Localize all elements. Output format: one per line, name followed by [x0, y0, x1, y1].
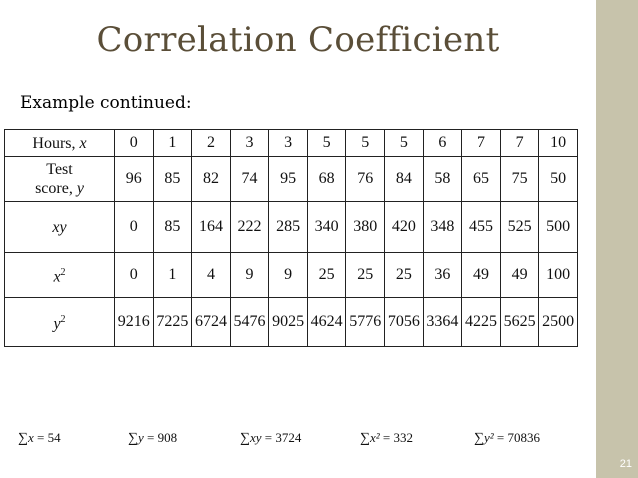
table-cell: 348: [422, 201, 463, 253]
table-cell: 5: [306, 129, 347, 157]
sum-label: y: [137, 430, 144, 445]
sigma-icon: ∑: [360, 431, 370, 446]
sum-item: ∑x² = 332: [360, 430, 413, 447]
table-cell: 4225: [461, 297, 501, 347]
table-cell: 380: [345, 201, 386, 253]
slide-subtitle: Example continued:: [20, 93, 192, 113]
table-cell: 1: [152, 252, 193, 298]
row-header: y2: [4, 297, 115, 347]
sum-value: = 70836: [493, 430, 540, 445]
table-cell: 0: [114, 129, 154, 157]
table-cell: 36: [422, 252, 463, 298]
sum-value: = 332: [379, 430, 413, 445]
table-cell: 2500: [538, 297, 578, 347]
table-row: Hours, x 0 1 2 3 3 5 5 5 6 7 7 10: [4, 129, 578, 157]
table-cell: 5625: [499, 297, 540, 347]
table-cell: 9: [268, 252, 308, 298]
table-cell: 25: [306, 252, 347, 298]
table-cell: 2: [191, 129, 231, 157]
table-cell: 65: [461, 156, 501, 202]
row-header: x2: [4, 252, 115, 298]
table-row: Test score, y 96 85 82 74 95 68 76 84 58 65 75 50: [4, 156, 578, 202]
sum-value: = 908: [143, 430, 178, 445]
sigma-icon: ∑: [240, 431, 250, 446]
table-cell: 6: [422, 129, 463, 157]
table-cell: 25: [345, 252, 386, 298]
table-cell: 4: [191, 252, 231, 298]
table-cell: 3: [229, 129, 270, 157]
table-cell: 0: [114, 252, 154, 298]
table-cell: 85: [152, 156, 193, 202]
table-cell: 9025: [268, 297, 308, 347]
table-cell: 5776: [345, 297, 386, 347]
sum-label: x²: [369, 430, 380, 445]
table-cell: 68: [306, 156, 347, 202]
slide-sidebar: 21: [596, 0, 638, 478]
table-cell: 25: [384, 252, 424, 298]
table-cell: 85: [152, 201, 193, 253]
table-cell: 6724: [191, 297, 231, 347]
sum-item: ∑xy = 3724: [240, 430, 301, 447]
table-cell: 285: [268, 201, 308, 253]
table-cell: 500: [538, 201, 578, 253]
table-cell: 0: [114, 201, 154, 253]
table-cell: 9216: [114, 297, 154, 347]
table-cell: 3: [268, 129, 308, 157]
table-cell: 76: [345, 156, 386, 202]
table-cell: 95: [268, 156, 308, 202]
table-cell: 58: [422, 156, 463, 202]
table-cell: 49: [499, 252, 540, 298]
table-cell: 82: [191, 156, 231, 202]
table-row: x2 0 1 4 9 9 25 25 25 36 49 49 100: [4, 252, 578, 298]
table-cell: 100: [538, 252, 578, 298]
data-table: Hours, x 0 1 2 3 3 5 5 5 6 7 7 10 Test score, y 96 85 82 7…: [4, 129, 578, 347]
table-cell: 4624: [306, 297, 347, 347]
table-cell: 455: [461, 201, 501, 253]
slide-title: Correlation Coefficient: [96, 20, 500, 60]
table-cell: 5476: [229, 297, 270, 347]
row-header: Hours, x: [4, 129, 115, 157]
sum-value: = 54: [33, 430, 61, 445]
page-number: 21: [619, 458, 632, 470]
table-cell: 7225: [152, 297, 193, 347]
table-row: y2 9216 7225 6724 5476 9025 4624 5776 7056 3364 42…: [4, 297, 578, 347]
table-cell: 5: [384, 129, 424, 157]
table-cell: 49: [461, 252, 501, 298]
sum-item: ∑x = 54: [18, 430, 61, 447]
table-cell: 7056: [384, 297, 424, 347]
sum-label: x: [27, 430, 34, 445]
table-cell: 7: [499, 129, 540, 157]
table-row: xy 0 85 164 222 285 340 380 420 348 455 525 500: [4, 201, 578, 253]
table-cell: 75: [499, 156, 540, 202]
table-cell: 420: [384, 201, 424, 253]
table-cell: 222: [229, 201, 270, 253]
row-header: Test score, y: [4, 156, 115, 202]
table-cell: 340: [306, 201, 347, 253]
sum-label: y²: [483, 430, 494, 445]
sum-value: = 3724: [261, 430, 302, 445]
table-cell: 10: [538, 129, 578, 157]
table-cell: 50: [538, 156, 578, 202]
sigma-icon: ∑: [474, 431, 484, 446]
sum-item: ∑y = 908: [128, 430, 177, 447]
table-cell: 9: [229, 252, 270, 298]
row-header: xy: [4, 201, 115, 253]
table-cell: 525: [499, 201, 540, 253]
table-cell: 74: [229, 156, 270, 202]
table-cell: 1: [152, 129, 193, 157]
sigma-icon: ∑: [18, 431, 28, 446]
table-cell: 3364: [422, 297, 463, 347]
table-cell: 84: [384, 156, 424, 202]
sigma-icon: ∑: [128, 431, 138, 446]
table-cell: 5: [345, 129, 386, 157]
sum-item: ∑y² = 70836: [474, 430, 540, 447]
table-cell: 96: [114, 156, 154, 202]
table-cell: 164: [191, 201, 231, 253]
sum-label: xy: [249, 430, 262, 445]
table-cell: 7: [461, 129, 501, 157]
